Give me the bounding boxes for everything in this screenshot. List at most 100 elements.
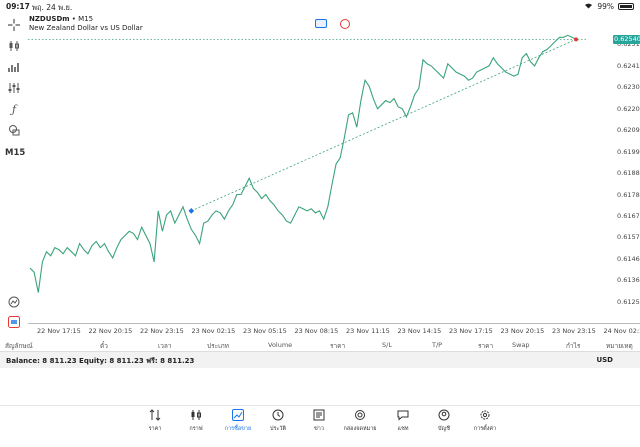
chart-header: NZDUSDm • M15 New Zealand Dollar vs US D… — [29, 15, 143, 32]
table-column-header[interactable]: สัญลักษณ์ — [5, 342, 33, 350]
balance-row: Balance: 8 811.23 Equity: 8 811.23 ฟรี: … — [0, 352, 640, 368]
trade-table-header: สัญลักษณ์ ตั๋ว เวลา ประเภท Volume ราคา S/L T/P ร… — [0, 337, 640, 352]
chart-timeframe: M15 — [78, 15, 94, 23]
nav-mailbox[interactable]: กล่องจดหมาย — [340, 409, 380, 433]
nav-news[interactable]: ข่าว — [299, 409, 339, 433]
nav-quotes[interactable]: ราคา — [135, 409, 175, 433]
price-chart — [28, 34, 588, 293]
nav-label: ข่าว — [314, 426, 324, 432]
nav-trade[interactable]: การซื้อขาย — [218, 409, 258, 433]
one-click-trading-icon[interactable] — [4, 313, 24, 331]
price-tick-label: 0.62515 — [617, 40, 640, 49]
price-tick-label: 0.61885 — [617, 169, 640, 178]
time-tick-label: 22 Nov 23:15 — [140, 327, 184, 335]
table-column-header[interactable]: T/P — [432, 341, 443, 349]
chart-type-icon[interactable] — [4, 37, 24, 55]
trendline-anchor-end[interactable] — [574, 37, 578, 42]
table-column-header[interactable]: กำไร — [566, 342, 581, 350]
nav-account[interactable]: บัญชี — [424, 409, 464, 433]
time-tick-label: 23 Nov 17:15 — [449, 327, 493, 335]
chart-icon — [176, 409, 216, 423]
battery-icon — [618, 3, 634, 10]
left-toolbar: ƒ — [0, 13, 28, 328]
table-column-header[interactable]: ราคา — [330, 342, 346, 350]
table-column-header[interactable]: ประเภท — [207, 342, 229, 350]
chart-description: New Zealand Dollar vs US Dollar — [29, 24, 143, 32]
chart-symbol: NZDUSDm — [29, 15, 70, 23]
bottom-nav: ราคา กราฟ การซื้อขาย ประวัติ ข่าว กล่องจดหมาย… — [0, 405, 640, 447]
time-axis: 22 Nov 17:15 22 Nov 20:15 22 Nov 23:15 23 N… — [28, 323, 640, 337]
crosshair-icon[interactable] — [4, 16, 24, 34]
balance-text: Balance: 8 811.23 Equity: 8 811.23 ฟรี: … — [6, 357, 195, 365]
trendline-anchor-start[interactable] — [188, 208, 195, 214]
status-time: 09:17 — [6, 2, 30, 11]
time-tick-label: 23 Nov 05:15 — [243, 327, 287, 335]
battery-percent: 99% — [597, 2, 614, 11]
nav-label: ประวัติ — [269, 426, 287, 432]
time-tick-label: 24 Nov 02:1 — [603, 327, 640, 335]
objects-icon[interactable] — [4, 121, 24, 139]
nav-label: แชท — [397, 426, 409, 432]
price-series-line — [29, 34, 577, 293]
history-icon — [258, 409, 298, 423]
timeframe-label: M15 — [5, 148, 26, 158]
time-tick-label: 22 Nov 20:15 — [88, 327, 133, 335]
trade-icon — [218, 409, 258, 423]
buy-sell-panel-icon[interactable] — [315, 19, 327, 28]
quotes-icon — [135, 409, 175, 423]
table-column-header[interactable]: ราคา — [478, 342, 494, 350]
nav-label: กล่องจดหมาย — [343, 426, 377, 432]
price-tick-label: 0.61255 — [617, 297, 640, 306]
account-icon — [424, 409, 464, 423]
status-bar: 09:17 พฤ. 24 พ.ย. 99% — [0, 0, 640, 13]
nav-label: บัญชี — [438, 426, 450, 432]
nav-label: การตั้งค่า — [473, 426, 497, 432]
chat-icon — [383, 409, 423, 423]
price-tick-label: 0.62305 — [617, 83, 640, 92]
trade-panel-icon[interactable] — [340, 19, 350, 29]
nav-label: กราฟ — [189, 426, 203, 432]
function-icon[interactable]: ƒ — [11, 102, 17, 116]
mailbox-icon — [340, 409, 380, 423]
nav-chat[interactable]: แชท — [383, 409, 423, 433]
price-tick-label: 0.61675 — [617, 211, 640, 220]
nav-settings[interactable]: การตั้งค่า — [465, 409, 505, 433]
wifi-icon — [584, 2, 593, 11]
status-date: พฤ. 24 พ.ย. — [32, 3, 73, 12]
price-tick-label: 0.62095 — [617, 126, 640, 135]
trendline[interactable] — [191, 38, 577, 212]
chart-area[interactable]: NZDUSDm • M15 New Zealand Dollar vs US D… — [28, 13, 640, 323]
indicators-icon[interactable] — [4, 58, 24, 76]
nav-label: ราคา — [148, 426, 162, 432]
settings-icon — [465, 409, 505, 423]
table-column-header[interactable]: เวลา — [158, 342, 172, 350]
time-tick-label: 23 Nov 20:15 — [500, 327, 545, 335]
settings-sliders-icon[interactable] — [4, 79, 24, 97]
table-column-header[interactable]: S/L — [382, 341, 392, 349]
news-icon — [299, 409, 339, 423]
time-tick-label: 23 Nov 23:15 — [552, 327, 596, 335]
table-column-header[interactable]: ตั๋ว — [100, 342, 108, 350]
table-column-header[interactable]: Volume — [268, 341, 293, 349]
table-column-header[interactable]: หมายเหตุ — [606, 342, 633, 350]
time-tick-label: 23 Nov 14:15 — [397, 327, 442, 335]
nav-history[interactable]: ประวัติ — [258, 409, 298, 433]
current-price-badge: 0.62540 — [613, 34, 640, 44]
time-tick-label: 23 Nov 08:15 — [294, 327, 339, 335]
time-tick-label: 23 Nov 11:15 — [346, 327, 390, 335]
nav-chart[interactable]: กราฟ — [176, 409, 216, 433]
status-right: 99% — [584, 2, 634, 11]
zoom-icon[interactable] — [4, 293, 24, 311]
time-tick-label: 23 Nov 02:15 — [191, 327, 236, 335]
price-tick-label: 0.61465 — [617, 254, 640, 263]
time-tick-label: 22 Nov 17:15 — [37, 327, 81, 335]
balance-currency: USD — [596, 356, 613, 364]
table-column-header[interactable]: Swap — [512, 341, 530, 349]
